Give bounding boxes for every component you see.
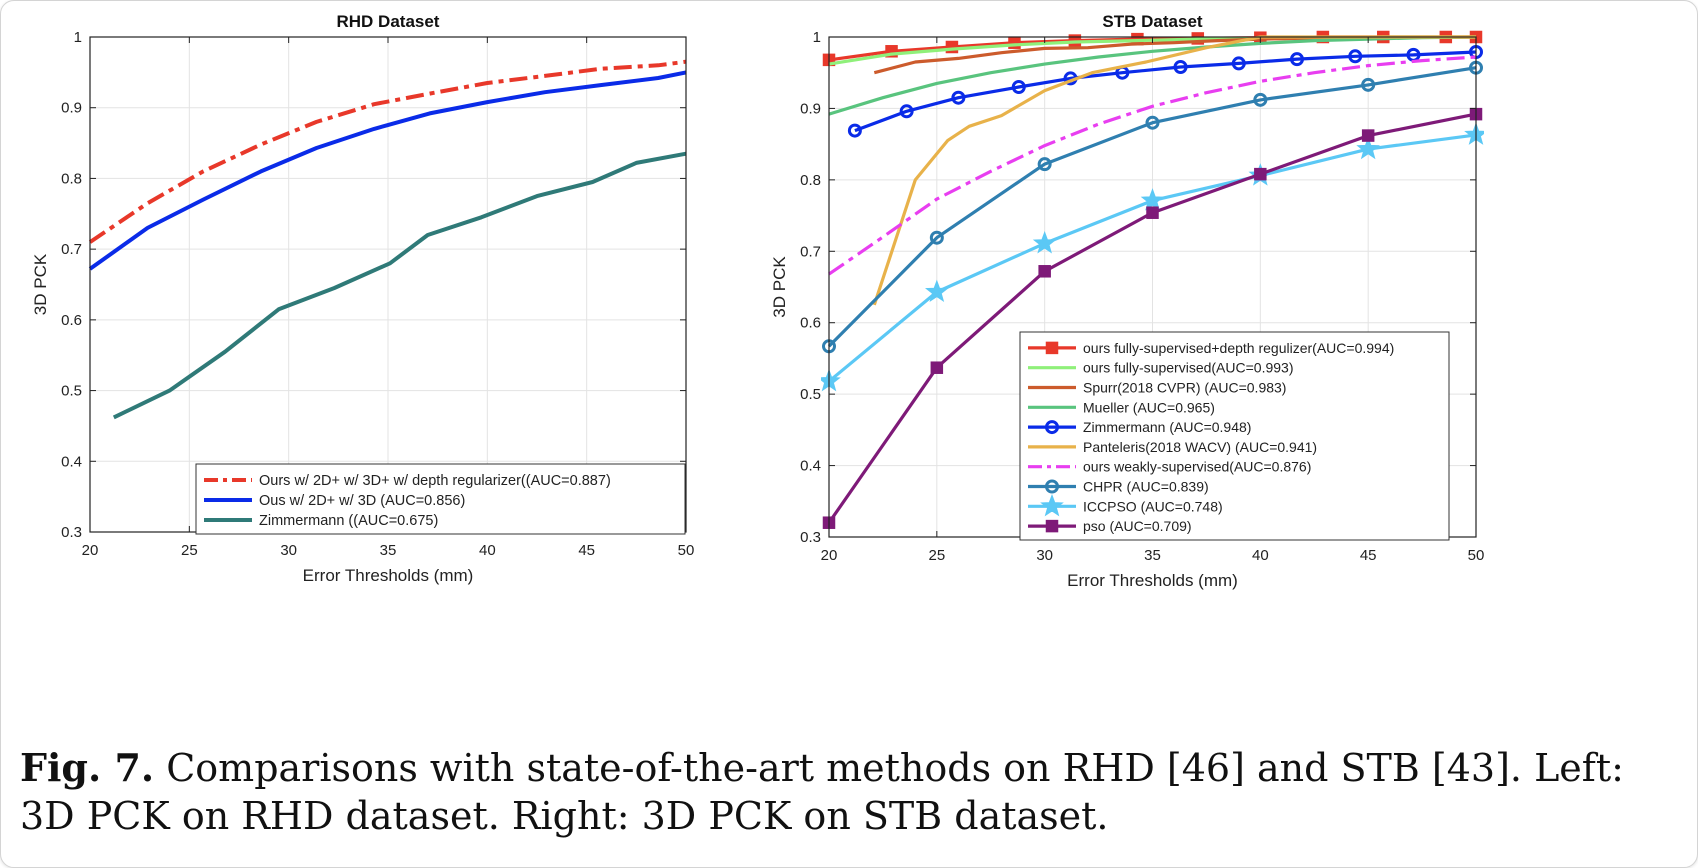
- legend-label: CHPR (AUC=0.839): [1083, 479, 1209, 495]
- data-point: [951, 90, 966, 105]
- x-tick-label: 35: [1144, 547, 1161, 564]
- chart-stb: 20 25 30 35 40 45 50 0.3 0.4 0.5 0.6 0.7 0.8 0.9 1 STB …: [770, 12, 1485, 590]
- y-tick-label: 0.3: [800, 529, 821, 546]
- x-tick-label: 45: [1360, 547, 1377, 564]
- y-tick-label: 0.4: [61, 453, 82, 470]
- data-point: [1146, 206, 1159, 219]
- series-group: [88, 59, 687, 420]
- series-line: [88, 70, 687, 271]
- x-tick-label: 20: [821, 547, 838, 564]
- x-tick-label: 50: [1468, 547, 1485, 564]
- y-tick-label: 0.3: [61, 524, 82, 541]
- data-point: [1038, 265, 1051, 278]
- x-tick-label: 20: [82, 542, 99, 559]
- chart-title: RHD Dataset: [337, 12, 440, 31]
- x-tick-label: 40: [1252, 547, 1269, 564]
- y-tick-label: 0.9: [800, 100, 821, 117]
- data-point: [1253, 92, 1268, 107]
- x-tick-label: 35: [380, 542, 397, 559]
- data-point: [885, 45, 898, 58]
- y-tick-label: 1: [74, 29, 82, 46]
- data-point: [930, 361, 944, 374]
- legend-label: Zimmermann ((AUC=0.675): [259, 513, 438, 529]
- figure-label: Fig. 7.: [20, 745, 155, 790]
- legend-label: ours weakly-supervised(AUC=0.876): [1083, 459, 1311, 475]
- data-point: [1254, 167, 1267, 181]
- legend-label: Spurr(2018 CVPR) (AUC=0.983): [1083, 380, 1286, 396]
- data-point: [1361, 129, 1375, 142]
- data-point: [1032, 230, 1057, 254]
- legend-label: Ous w/ 2D+ w/ 3D (AUC=0.856): [259, 493, 465, 509]
- y-tick-label: 0.5: [61, 383, 82, 400]
- series-line: [88, 59, 687, 244]
- legend-label: ICCPSO (AUC=0.748): [1083, 498, 1223, 514]
- x-tick-label: 25: [928, 547, 945, 564]
- data-point: [1037, 157, 1052, 172]
- legend-marker: [1040, 493, 1064, 517]
- legend-label: Panteleris(2018 WACV) (AUC=0.941): [1083, 439, 1317, 455]
- legend-marker: [1045, 519, 1059, 533]
- data-point: [1356, 136, 1380, 160]
- y-axis-label: 3D PCK: [31, 253, 50, 315]
- y-tick-label: 0.5: [800, 386, 821, 403]
- y-axis-label: 3D PCK: [770, 256, 789, 318]
- y-tick-label: 0.4: [800, 458, 821, 475]
- legend-marker: [1045, 341, 1059, 355]
- data-point: [945, 40, 959, 54]
- y-tick-label: 0.6: [61, 312, 82, 329]
- x-tick-label: 45: [578, 542, 595, 559]
- x-tick-label: 40: [479, 542, 496, 559]
- caption-text: Comparisons with state-of-the-art method…: [20, 746, 1624, 838]
- y-tick-label: 0.7: [800, 243, 821, 260]
- x-tick-label: 30: [280, 542, 297, 559]
- legend-label: pso (AUC=0.709): [1083, 518, 1192, 534]
- chart-rhd: 20 25 30 35 40 45 50 0.3 0.4 0.5 0.6 0.7 0.8 0.9 1 RHD …: [31, 12, 694, 585]
- figure-caption: Fig. 7. Comparisons with state-of-the-ar…: [20, 744, 1680, 840]
- y-tick-label: 1: [813, 29, 821, 46]
- x-tick-label: 30: [1036, 547, 1053, 564]
- series-line: [828, 55, 1477, 276]
- x-axis-label: Error Thresholds (mm): [303, 566, 474, 585]
- x-tick-label: 50: [678, 542, 695, 559]
- y-tick-label: 0.8: [61, 170, 82, 187]
- data-point: [1289, 52, 1304, 67]
- legend: ours fully-supervised+depth regulizer(AU…: [1019, 331, 1450, 541]
- x-axis-label: Error Thresholds (mm): [1067, 571, 1238, 590]
- legend-label: Mueller (AUC=0.965): [1083, 399, 1215, 415]
- data-point: [1140, 188, 1165, 211]
- x-tick-label: 25: [181, 542, 198, 559]
- series-line: [827, 66, 1477, 348]
- y-tick-label: 0.6: [800, 315, 821, 332]
- data-point: [1173, 60, 1188, 74]
- data-point: [1011, 80, 1026, 94]
- data-point: [899, 104, 914, 119]
- chart-title: STB Dataset: [1102, 12, 1202, 31]
- legend-box: [195, 463, 686, 535]
- legend-box: [1019, 331, 1450, 541]
- data-point: [925, 279, 949, 303]
- legend-marker: [1045, 479, 1059, 494]
- data-point: [1348, 49, 1363, 64]
- legend: Ours w/ 2D+ w/ 3D+ w/ depth regularizer(…: [195, 463, 686, 535]
- data-point: [1231, 56, 1246, 71]
- legend-label: ours fully-supervised(AUC=0.993): [1083, 360, 1293, 376]
- legend-label: Zimmermann (AUC=0.948): [1083, 419, 1251, 435]
- data-point: [1361, 77, 1376, 92]
- series-line: [854, 50, 1477, 133]
- series-line: [112, 151, 687, 420]
- y-tick-label: 0.8: [800, 172, 821, 189]
- legend-marker: [1045, 420, 1059, 435]
- y-tick-label: 0.7: [61, 241, 82, 258]
- legend-label: ours fully-supervised+depth regulizer(AU…: [1083, 340, 1394, 356]
- legend-label: Ours w/ 2D+ w/ 3D+ w/ depth regularizer(…: [259, 473, 611, 489]
- y-tick-label: 0.9: [61, 100, 82, 117]
- data-point: [847, 123, 862, 138]
- data-point: [1145, 115, 1160, 130]
- data-point: [929, 230, 944, 245]
